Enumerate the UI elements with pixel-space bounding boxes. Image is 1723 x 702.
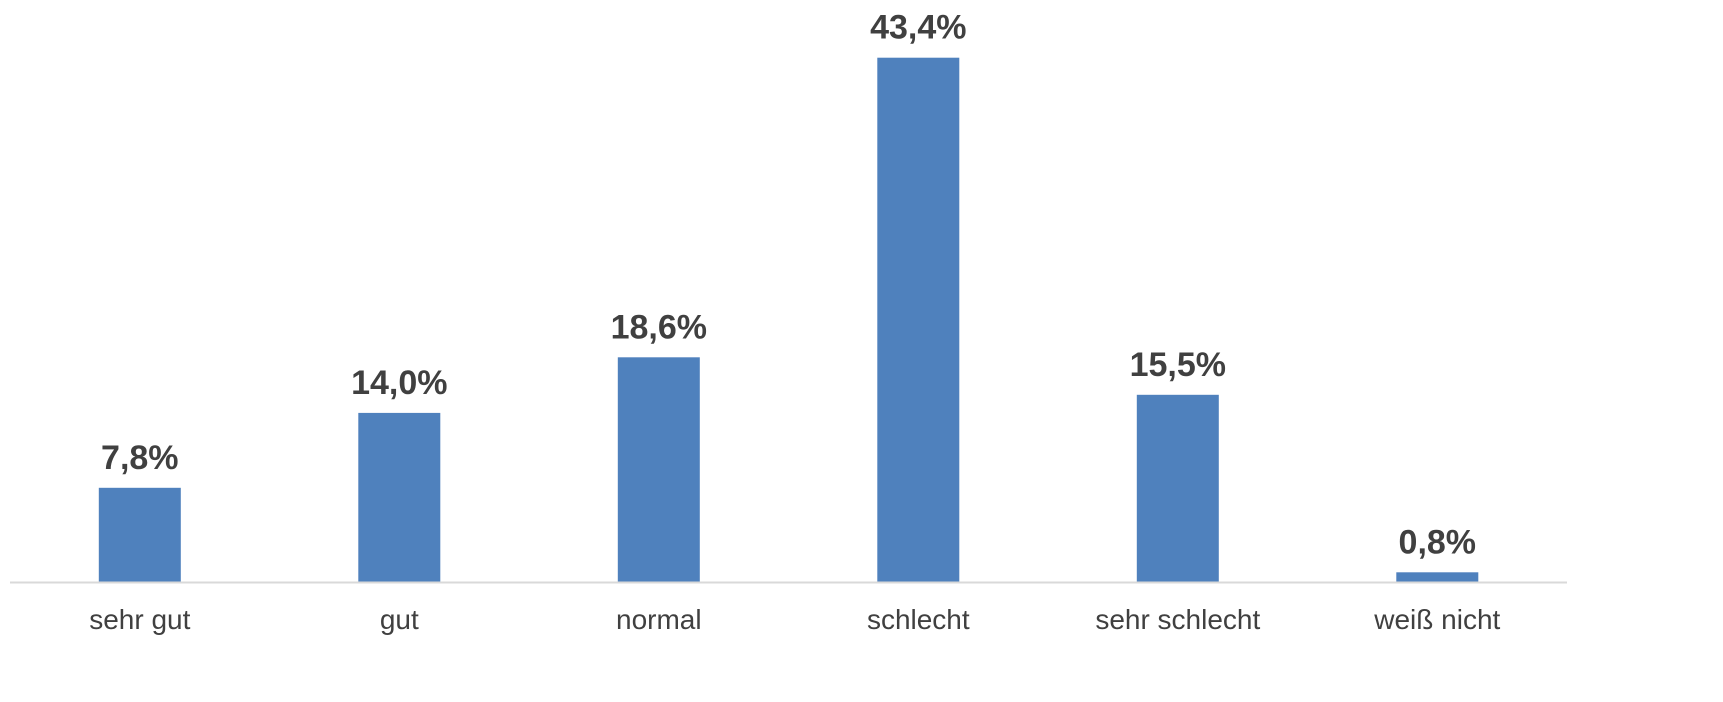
x-tick-label-1: gut xyxy=(380,604,419,635)
x-tick-label-4: sehr schlecht xyxy=(1095,604,1260,635)
bar-1 xyxy=(358,412,441,582)
x-tick-label-2: normal xyxy=(616,604,702,635)
bar-2 xyxy=(617,357,700,582)
data-label-4: 15,5% xyxy=(1130,346,1226,384)
bar-3 xyxy=(877,57,960,582)
data-label-3: 43,4% xyxy=(870,9,966,47)
data-label-2: 18,6% xyxy=(611,308,707,346)
x-tick-label-3: schlecht xyxy=(867,604,970,635)
data-label-5: 0,8% xyxy=(1399,523,1477,561)
data-label-1: 14,0% xyxy=(351,364,447,402)
x-tick-label-0: sehr gut xyxy=(89,604,190,635)
bar-5 xyxy=(1396,572,1479,582)
x-tick-labels-layer: sehr gut gut normal schlecht sehr schlecht we… xyxy=(89,604,1500,635)
bars-layer xyxy=(98,57,1479,582)
bar-4 xyxy=(1136,394,1219,582)
data-labels-layer: 7,8% 14,0% 18,6% 43,4% 15,5% 0,8% xyxy=(101,9,1476,562)
bar-0 xyxy=(98,487,181,582)
data-label-0: 7,8% xyxy=(101,439,179,477)
x-tick-label-5: weiß nicht xyxy=(1373,604,1500,635)
